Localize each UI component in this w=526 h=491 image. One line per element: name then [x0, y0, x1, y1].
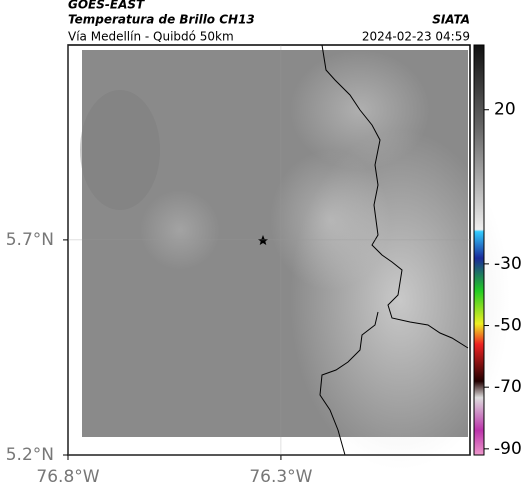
datetime: 2024-02-23 04:59	[362, 30, 470, 44]
colorbar-tick-label: 20	[494, 100, 516, 120]
colorbar-tick-label: -50	[494, 316, 522, 336]
y-tick-label: 5.2°N	[6, 445, 54, 465]
colorbar-tick-label: -70	[494, 377, 522, 397]
x-tick-label: 76.8°W	[36, 467, 99, 487]
x-tick-label: 76.3°W	[249, 467, 312, 487]
y-tick-label: 5.7°N	[6, 230, 54, 250]
title: GOES-EAST	[68, 0, 145, 12]
place: Vía Medellín - Quibdó 50km	[68, 30, 234, 44]
colorbar-tick-label: -90	[494, 439, 522, 459]
subtitle: Temperatura de Brillo CH13	[68, 13, 255, 27]
colorbar	[473, 44, 485, 456]
borders	[319, 44, 469, 456]
source: SIATA	[432, 13, 470, 27]
satellite-image	[80, 50, 510, 470]
colorbar-tick-label: -30	[494, 254, 522, 274]
